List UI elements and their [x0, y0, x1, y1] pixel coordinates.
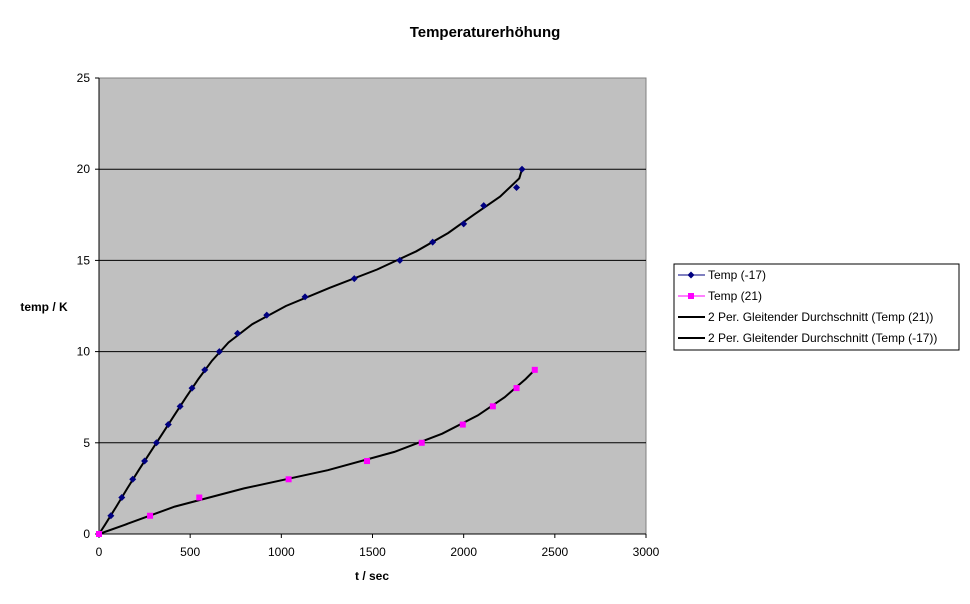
data-point-square	[196, 494, 203, 501]
data-point-diamond	[152, 439, 160, 447]
y-tick-label: 25	[77, 71, 91, 85]
data-point-diamond	[201, 366, 209, 374]
data-point-diamond	[107, 512, 115, 520]
data-point-diamond	[141, 457, 149, 465]
data-point-diamond	[234, 329, 242, 337]
x-axis-title: t / sec	[355, 569, 389, 583]
legend-label: Temp (21)	[708, 289, 762, 303]
data-point-square	[459, 421, 466, 428]
plot-area	[98, 77, 647, 535]
data-point-diamond	[301, 293, 309, 301]
y-tick-label: 10	[77, 345, 91, 359]
data-point-square	[531, 366, 538, 373]
gridlines	[99, 168, 646, 444]
y-tick-label: 5	[83, 436, 90, 450]
legend-label: Temp (-17)	[708, 268, 766, 282]
data-point-square	[364, 458, 371, 465]
legend: Temp (-17) Temp (21) 2 Per. Gleitender Dur…	[673, 263, 960, 351]
x-axis-ticks: 0 500 1000 1500 2000 2500 3000	[96, 534, 660, 559]
x-tick-label: 2500	[541, 545, 568, 559]
data-point-square	[513, 385, 520, 392]
legend-box	[673, 263, 960, 351]
y-axis-title: temp / K	[20, 300, 68, 314]
data-point-diamond	[513, 183, 521, 191]
y-axis-ticks: 0 5 10 15 20 25	[77, 71, 99, 541]
data-point-diamond	[518, 165, 526, 173]
x-tick-label: 500	[180, 545, 200, 559]
legend-label: 2 Per. Gleitender Durchschnitt (Temp (-1…	[708, 331, 937, 345]
legend-swatch-diamond	[687, 271, 695, 279]
x-tick-label: 3000	[633, 545, 660, 559]
data-point-diamond	[176, 402, 184, 410]
data-point-diamond	[215, 348, 223, 356]
data-point-diamond	[118, 494, 126, 502]
data-point-square	[96, 531, 102, 537]
data-point-diamond	[263, 311, 271, 319]
data-point-diamond	[350, 275, 358, 283]
x-tick-label: 0	[96, 545, 103, 559]
y-tick-label: 15	[77, 253, 91, 267]
legend-label: 2 Per. Gleitender Durchschnitt (Temp (21…	[708, 310, 933, 324]
legend-swatch-square	[688, 293, 694, 299]
moving-average-line	[98, 369, 536, 535]
x-tick-label: 2000	[450, 545, 477, 559]
x-tick-label: 1000	[268, 545, 295, 559]
y-tick-label: 20	[77, 162, 91, 176]
data-point-diamond	[188, 384, 196, 392]
data-point-diamond	[129, 475, 137, 483]
data-point-diamond	[164, 421, 172, 429]
data-point-square	[418, 439, 425, 446]
chart-title: Temperaturerhöhung	[410, 24, 561, 41]
x-tick-label: 1500	[359, 545, 386, 559]
data-point-diamond	[460, 220, 468, 228]
data-point-diamond	[396, 256, 404, 264]
y-tick-label: 0	[83, 527, 90, 541]
data-point-square	[147, 512, 154, 519]
data-point-diamond	[429, 238, 437, 246]
series-markers	[95, 165, 538, 538]
data-point-square	[489, 403, 496, 410]
data-point-square	[285, 476, 292, 483]
data-point-diamond	[480, 202, 488, 210]
